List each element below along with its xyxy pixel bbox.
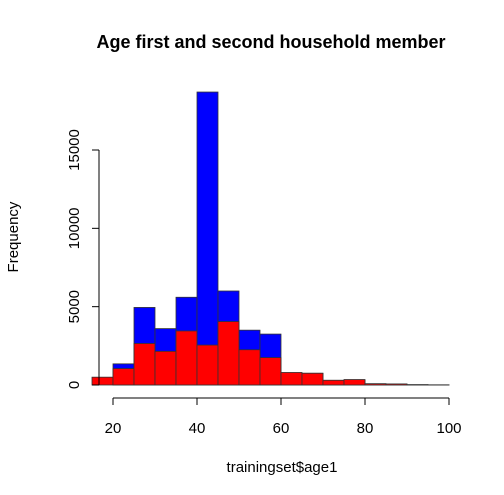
- bar-series-1-bin-3: [154, 350, 177, 386]
- bar-series-1-bin-5: [196, 344, 219, 386]
- x-tick-label: 40: [189, 420, 206, 437]
- y-axis-label: Frequency: [5, 201, 22, 272]
- x-axis: 20 40 60 80 100: [105, 397, 462, 437]
- bar-series-1-bin-0: [91, 376, 114, 386]
- bar-series-1-bin-13: [364, 383, 387, 386]
- bar-series-1-bin-8: [259, 357, 282, 386]
- y-tick-label: 10000: [66, 207, 83, 249]
- bar-series-1-bin-9: [280, 372, 303, 386]
- bar-series-1-bin-1: [112, 368, 135, 386]
- bar-series-1-bin-7: [238, 349, 261, 386]
- x-tick-label: 60: [273, 420, 290, 437]
- red-series-bars: [91, 321, 450, 386]
- bar-series-1-bin-2: [133, 343, 156, 386]
- bar-series-0-bin-5: [196, 91, 219, 386]
- chart-title: Age first and second household member: [96, 32, 445, 52]
- bar-series-1-bin-6: [217, 321, 240, 386]
- y-tick-label: 5000: [66, 290, 83, 323]
- x-tick-label: 100: [436, 420, 461, 437]
- y-tick-label: 0: [66, 381, 83, 389]
- x-axis-label: trainingset$age1: [227, 459, 338, 476]
- bar-series-1-bin-11: [322, 379, 345, 386]
- blue-series-bars: [112, 91, 450, 386]
- bar-series-1-bin-10: [301, 372, 324, 386]
- bar-series-1-bin-12: [343, 379, 366, 386]
- y-tick-label: 15000: [66, 129, 83, 171]
- bar-series-1-bin-4: [175, 330, 198, 386]
- x-tick-label: 20: [105, 420, 122, 437]
- bar-series-1-bin-14: [385, 383, 408, 386]
- x-tick-label: 80: [357, 420, 374, 437]
- y-axis: 0 5000 10000 15000: [66, 129, 100, 389]
